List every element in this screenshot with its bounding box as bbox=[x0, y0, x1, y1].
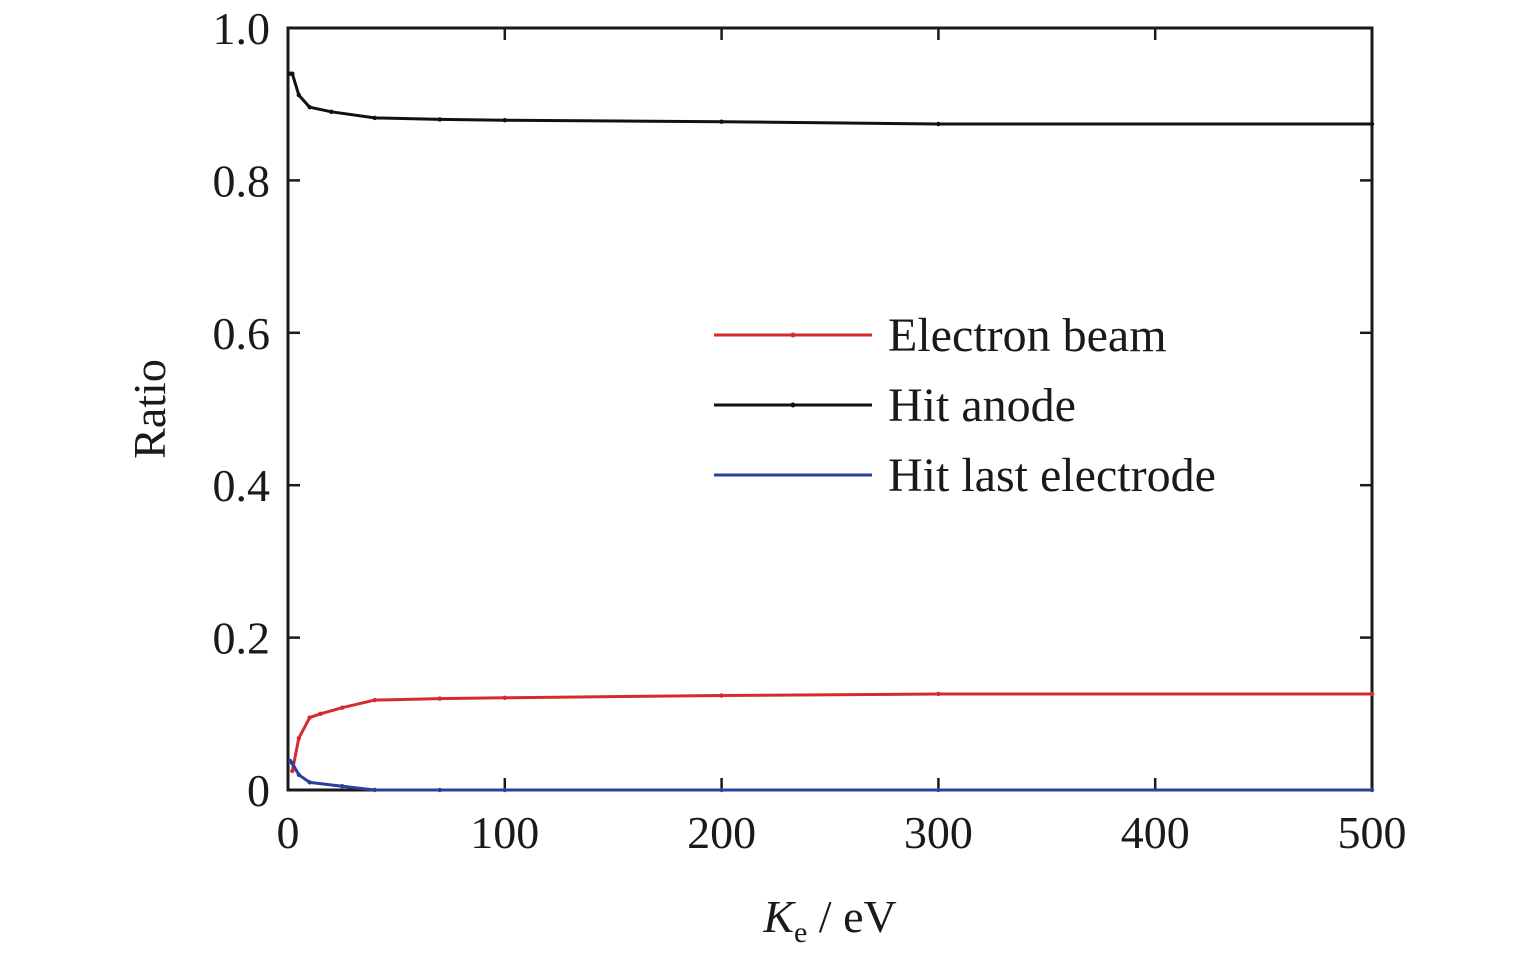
data-point-hit-last-electrode-7 bbox=[502, 787, 507, 793]
data-point-hit-anode-2 bbox=[296, 92, 302, 98]
x-axis-title-unit: / eV bbox=[807, 891, 896, 942]
legend-item-hit-last-electrode: Hit last electrode bbox=[714, 449, 1216, 502]
y-axis-title: Ratio bbox=[124, 359, 175, 459]
x-tick-label-1: 100 bbox=[470, 807, 539, 858]
data-point-electron-beam-0 bbox=[290, 768, 295, 774]
legend-marker-electron-beam bbox=[790, 332, 796, 338]
series-line-electron-beam bbox=[290, 692, 1372, 772]
data-point-electron-beam-7 bbox=[502, 695, 507, 700]
data-point-hit-anode-6 bbox=[437, 117, 442, 122]
data-point-hit-last-electrode-2 bbox=[296, 772, 302, 777]
y-tick-label-4: 0.8 bbox=[213, 155, 271, 206]
plot-frame bbox=[286, 26, 1374, 792]
data-point-hit-last-electrode-5 bbox=[372, 787, 377, 793]
data-point-electron-beam-9 bbox=[936, 691, 941, 697]
x-axis-title-symbol: K bbox=[762, 891, 796, 942]
axis-ticks: 0 100 200 300 400 500 0 0.2 0.4 0.6 0.8 1.0 bbox=[213, 3, 1407, 858]
legend-label-electron-beam: Electron beam bbox=[888, 309, 1167, 362]
data-point-hit-anode-3 bbox=[307, 105, 312, 110]
series-line-hit-anode bbox=[290, 72, 1372, 126]
data-point-electron-beam-3 bbox=[318, 711, 323, 716]
series-layer bbox=[287, 71, 1375, 793]
y-tick-label-3: 0.6 bbox=[213, 308, 271, 359]
legend-item-hit-anode: Hit anode bbox=[714, 379, 1076, 432]
data-point-hit-anode-4 bbox=[329, 109, 334, 115]
y-tick-label-1: 0.2 bbox=[213, 613, 271, 664]
data-point-electron-beam-6 bbox=[437, 696, 442, 701]
data-point-hit-last-electrode-6 bbox=[437, 787, 442, 793]
data-point-electron-beam-5 bbox=[372, 697, 377, 703]
data-point-hit-last-electrode-8 bbox=[719, 787, 724, 793]
x-axis-title: Ke / eV bbox=[762, 891, 896, 949]
series-line-hit-last-electrode bbox=[289, 759, 1372, 792]
data-point-hit-last-electrode-1 bbox=[290, 761, 295, 766]
legend-marker-hit-anode bbox=[790, 402, 796, 408]
legend-label-hit-anode: Hit anode bbox=[888, 379, 1076, 432]
data-point-electron-beam-1 bbox=[296, 735, 302, 741]
y-tick-label-5: 1.0 bbox=[213, 3, 271, 54]
x-tick-label-5: 500 bbox=[1338, 807, 1407, 858]
data-point-electron-beam-8 bbox=[719, 693, 724, 698]
data-point-hit-anode-7 bbox=[502, 118, 507, 123]
data-point-electron-beam-10 bbox=[1369, 691, 1375, 697]
data-point-electron-beam-4 bbox=[340, 705, 345, 710]
x-axis-title-subscript: e bbox=[794, 916, 807, 949]
legend-item-electron-beam: Electron beam bbox=[714, 309, 1167, 362]
data-point-hit-last-electrode-10 bbox=[1369, 787, 1375, 793]
data-point-hit-last-electrode-9 bbox=[936, 787, 941, 793]
data-point-hit-anode-9 bbox=[936, 121, 941, 127]
data-point-hit-last-electrode-3 bbox=[307, 780, 312, 785]
data-point-hit-anode-8 bbox=[719, 119, 724, 124]
x-tick-label-0: 0 bbox=[277, 807, 300, 858]
legend: Electron beam Hit anode Hit last electro… bbox=[714, 309, 1216, 502]
data-point-electron-beam-2 bbox=[307, 715, 312, 720]
data-point-hit-anode-5 bbox=[372, 115, 377, 121]
x-tick-label-3: 300 bbox=[904, 807, 973, 858]
y-tick-label-0: 0 bbox=[247, 765, 270, 816]
x-tick-label-4: 400 bbox=[1121, 807, 1190, 858]
legend-label-hit-last-electrode: Hit last electrode bbox=[888, 449, 1216, 502]
x-tick-label-2: 200 bbox=[687, 807, 756, 858]
data-point-hit-anode-10 bbox=[1369, 121, 1375, 127]
data-point-hit-last-electrode-4 bbox=[340, 783, 345, 789]
data-point-hit-anode-1 bbox=[290, 71, 295, 76]
y-tick-label-2: 0.4 bbox=[213, 460, 271, 511]
